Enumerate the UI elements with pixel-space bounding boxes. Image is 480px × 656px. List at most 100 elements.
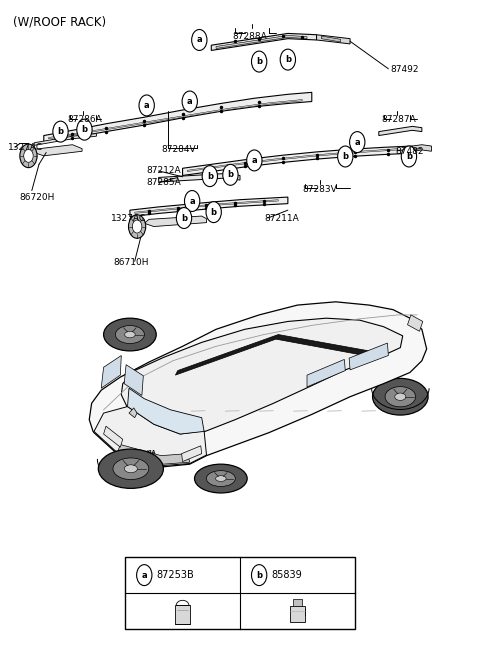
Circle shape [202,166,217,186]
Ellipse shape [395,393,406,400]
Bar [293,600,302,606]
Polygon shape [144,216,206,226]
Text: b: b [58,127,63,136]
Circle shape [53,121,68,142]
Text: b: b [181,213,187,222]
Text: 1327AC: 1327AC [8,144,43,152]
Ellipse shape [216,476,226,482]
Text: 87283V: 87283V [302,185,337,194]
Text: 87287A: 87287A [381,115,416,125]
Ellipse shape [194,464,247,493]
Polygon shape [349,343,388,370]
Polygon shape [181,446,202,462]
Text: 86720H: 86720H [20,193,55,201]
Circle shape [223,165,238,185]
Ellipse shape [116,325,144,344]
Polygon shape [44,92,312,142]
Text: 87212A: 87212A [147,167,181,175]
Circle shape [192,30,207,51]
Text: b: b [285,55,291,64]
Circle shape [77,119,92,140]
Circle shape [280,49,296,70]
Text: (W/ROOF RACK): (W/ROOF RACK) [12,15,106,28]
Circle shape [176,207,192,228]
Polygon shape [135,199,278,213]
Text: a: a [196,35,202,45]
Text: a: a [252,156,257,165]
Circle shape [247,150,262,171]
Text: a: a [144,101,149,110]
Circle shape [184,190,200,211]
Ellipse shape [98,449,163,488]
Text: b: b [256,57,262,66]
Text: 85839: 85839 [271,570,302,580]
Ellipse shape [125,331,135,338]
Circle shape [337,146,353,167]
Ellipse shape [372,379,428,415]
Text: 87253B: 87253B [156,570,194,580]
Polygon shape [175,335,369,375]
Polygon shape [104,426,123,447]
Ellipse shape [124,465,137,473]
Text: 87288A: 87288A [232,32,267,41]
Circle shape [137,565,152,586]
Text: b: b [207,172,213,180]
Bar [175,605,190,624]
Text: b: b [342,152,348,161]
Polygon shape [412,145,432,152]
Text: 87211A: 87211A [264,213,299,222]
Polygon shape [121,318,403,435]
Polygon shape [48,100,302,139]
Polygon shape [317,35,350,44]
Circle shape [349,132,365,153]
Text: KIA: KIA [147,450,156,455]
Polygon shape [118,445,190,464]
Polygon shape [158,173,240,182]
Polygon shape [124,365,144,396]
Text: a: a [354,138,360,146]
Ellipse shape [113,458,149,480]
Polygon shape [89,302,427,467]
Polygon shape [94,407,206,466]
Ellipse shape [385,386,416,407]
Polygon shape [216,35,307,49]
Text: 1327AC: 1327AC [111,213,146,222]
Bar [290,606,305,622]
Text: b: b [82,125,87,134]
Polygon shape [408,315,423,331]
Bar [125,557,355,629]
Text: 87284V: 87284V [161,145,196,154]
Polygon shape [129,408,137,418]
Polygon shape [34,134,96,146]
Circle shape [129,215,146,238]
Text: 87492: 87492 [391,65,419,74]
Text: 87285A: 87285A [147,178,181,187]
Polygon shape [101,356,121,388]
Polygon shape [182,146,412,175]
Text: b: b [406,152,412,161]
Circle shape [132,220,142,233]
Polygon shape [34,145,82,156]
Text: 86710H: 86710H [113,258,149,267]
Text: a: a [187,97,192,106]
Circle shape [182,91,197,112]
Circle shape [252,565,267,586]
Polygon shape [322,36,340,42]
Ellipse shape [206,470,235,487]
Circle shape [206,201,221,222]
Text: 87482: 87482 [396,147,424,155]
Polygon shape [128,388,204,434]
Circle shape [139,95,155,116]
Text: a: a [142,571,147,580]
Circle shape [401,146,417,167]
Circle shape [252,51,267,72]
Text: a: a [189,197,195,205]
Text: b: b [211,208,216,216]
Circle shape [24,150,33,162]
Polygon shape [130,197,288,216]
Ellipse shape [104,318,156,351]
Text: b: b [256,571,262,580]
Text: b: b [228,171,233,179]
Polygon shape [307,359,345,387]
Text: 87286A: 87286A [68,115,102,125]
